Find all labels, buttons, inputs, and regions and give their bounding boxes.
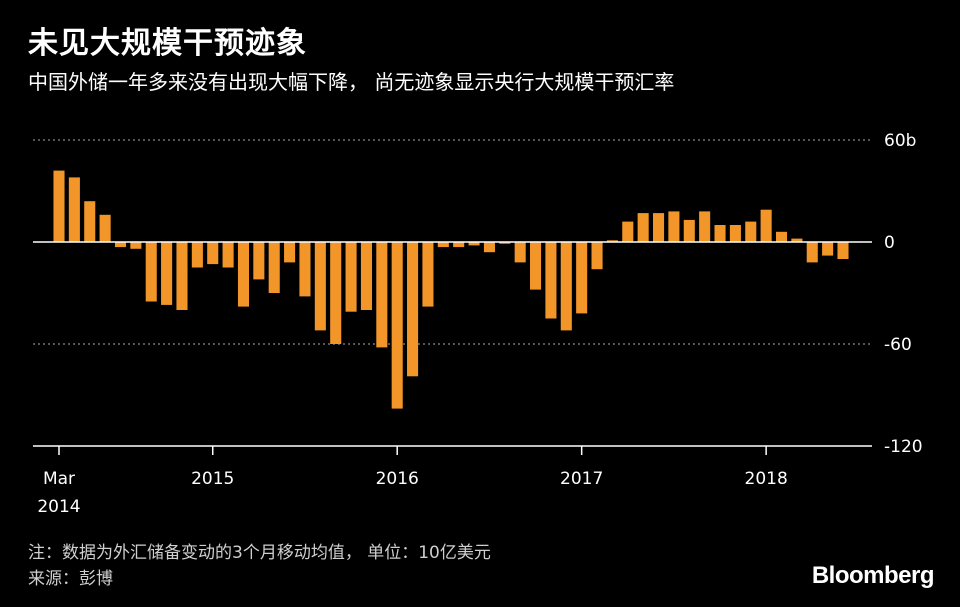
- bar: [68, 177, 80, 242]
- bar: [314, 242, 326, 331]
- bar: [268, 242, 280, 293]
- x-tick-label: 2016: [376, 469, 419, 489]
- y-tick-label: 0: [884, 233, 895, 253]
- bar-series: [53, 170, 849, 409]
- bar: [161, 242, 173, 305]
- bar: [606, 240, 618, 242]
- chart-subtitle: 中国外储一年多来没有出现大幅下降， 尚无迹象显示央行大规模干预汇率: [28, 70, 675, 94]
- x-tick-label: Mar: [43, 469, 75, 489]
- bar: [145, 242, 157, 302]
- bar: [622, 221, 634, 242]
- bar: [668, 211, 680, 242]
- bar: [53, 170, 65, 242]
- bar: [637, 213, 649, 242]
- bar: [407, 242, 419, 377]
- x-tick-label: 2015: [191, 469, 234, 489]
- bar: [422, 242, 434, 307]
- y-tick-label: -60: [884, 335, 912, 355]
- chart-title: 未见大规模干预迹象: [28, 26, 307, 61]
- x-tick-label: 2017: [560, 469, 603, 489]
- bar: [391, 242, 403, 409]
- bar: [207, 242, 219, 265]
- bar: [114, 242, 127, 248]
- bar: [775, 231, 788, 242]
- y-tick-label: 60b: [884, 131, 916, 151]
- x-tick-sublabel: 2014: [37, 497, 80, 517]
- bar: [514, 242, 526, 263]
- bar: [545, 242, 557, 319]
- bar: [84, 201, 96, 242]
- bar: [760, 209, 772, 242]
- bar: [222, 242, 234, 268]
- bar: [176, 242, 188, 310]
- bar: [360, 242, 372, 310]
- bar: [745, 221, 757, 242]
- bar: [330, 242, 342, 344]
- bar: [530, 242, 542, 290]
- bar: [237, 242, 250, 307]
- bar: [376, 242, 388, 348]
- tick-labels: 60b 0 -60 -120 Mar 2014 2015 2016 2017 2018: [37, 131, 922, 517]
- bar: [345, 242, 357, 312]
- bar: [453, 242, 465, 248]
- y-tick-label: -120: [884, 437, 923, 457]
- chart-note: 注：数据为外汇储备变动的3个月移动均值， 单位：10亿美元: [28, 543, 491, 563]
- bar: [837, 242, 849, 259]
- bar: [560, 242, 572, 331]
- bar: [99, 214, 111, 242]
- bar: [729, 225, 741, 242]
- bar: [437, 242, 449, 248]
- bar: [191, 242, 203, 268]
- bar: [822, 242, 834, 256]
- bar: [468, 242, 480, 246]
- x-tick-label: 2018: [745, 469, 788, 489]
- chart-source: 来源：彭博: [28, 569, 113, 589]
- bar: [699, 211, 711, 242]
- bloomberg-logo: Bloomberg: [811, 562, 935, 589]
- bar: [253, 242, 265, 280]
- bar: [499, 242, 511, 244]
- bar: [284, 242, 296, 263]
- bar: [714, 225, 726, 242]
- bar: [591, 242, 603, 270]
- bar: [130, 242, 142, 249]
- bar: [483, 242, 495, 253]
- bar: [576, 242, 588, 314]
- bar: [299, 242, 311, 297]
- bar: [791, 238, 803, 242]
- bar: [806, 242, 818, 263]
- bar: [653, 213, 665, 242]
- axes: [33, 241, 872, 455]
- bar: [683, 219, 695, 242]
